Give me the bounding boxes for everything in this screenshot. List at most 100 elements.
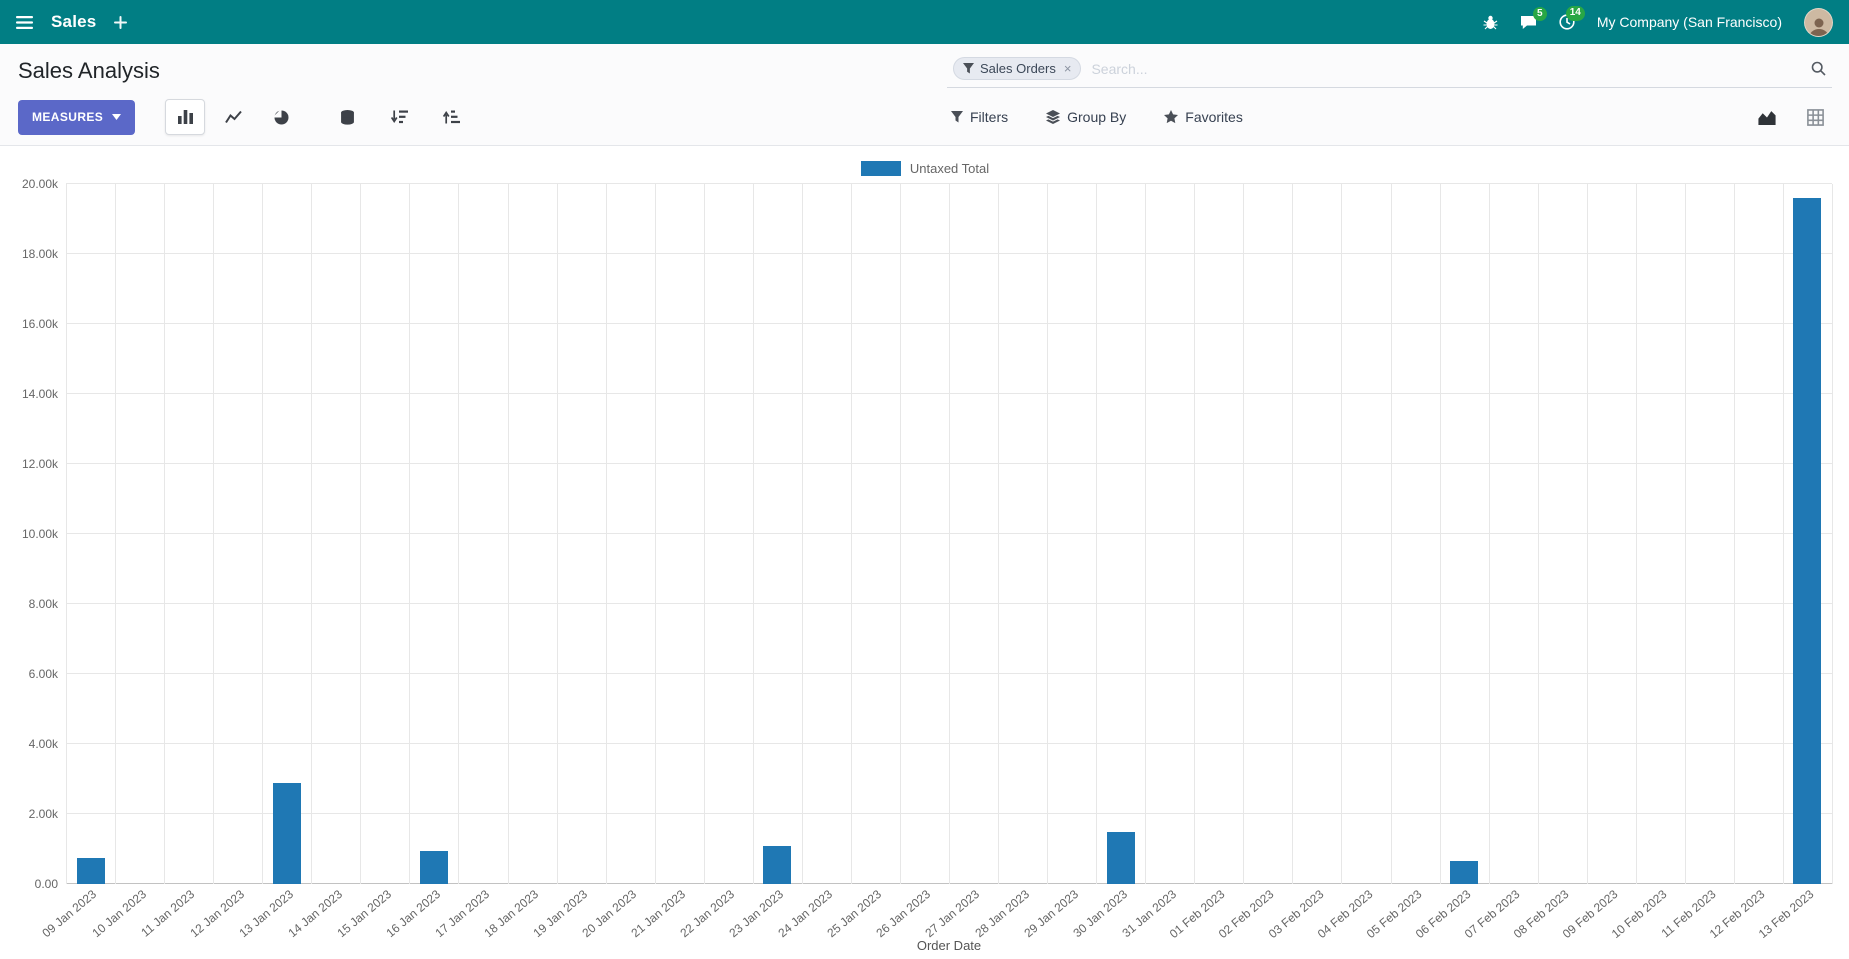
y-tick-label: 12.00k (21, 457, 58, 471)
gridline-vertical (1586, 184, 1588, 884)
gridline-vertical (605, 184, 607, 884)
legend-label: Untaxed Total (909, 160, 990, 176)
company-menu[interactable]: My Company (San Francisco) (1596, 14, 1782, 30)
filters-button[interactable]: Filters (947, 103, 1012, 131)
gridline-vertical (1292, 184, 1294, 884)
search-input[interactable] (1089, 59, 1803, 78)
chart: 0.00 2.00k 4.00k 6.00k 8.00k 10.00k 12.00k 14.0… (18, 177, 1833, 891)
y-tick-label: 18.00k (21, 247, 58, 261)
groupby-label: Group By (1067, 109, 1127, 125)
favorites-button[interactable]: Favorites (1160, 103, 1247, 131)
gridline-vertical (1684, 184, 1686, 884)
facet-remove-icon[interactable]: × (1063, 61, 1072, 76)
gridline-vertical (1194, 184, 1196, 884)
favorites-label: Favorites (1185, 109, 1243, 125)
gridline-vertical (1047, 184, 1049, 884)
graph-view-button[interactable] (1750, 102, 1784, 132)
bar-09-Jan-2023[interactable] (76, 857, 105, 884)
groupby-button[interactable]: Group By (1042, 103, 1130, 131)
bar-06-Feb-2023[interactable] (1450, 861, 1479, 884)
gridline-vertical (311, 184, 313, 884)
sort-desc-button[interactable] (379, 99, 419, 135)
top-navbar: Sales 5 14 My Company (San Francisco) (0, 0, 1849, 44)
bar-13-Jan-2023[interactable] (272, 782, 301, 884)
control-panel: Sales Analysis Sales Orders × MEASURES (0, 44, 1849, 146)
gridline-vertical (1782, 184, 1784, 884)
apps-menu-icon[interactable] (16, 15, 33, 29)
graph-view: Untaxed Total 0.00 2.00k 4.00k 6.00k 8.00k 10… (0, 146, 1849, 959)
gridline-vertical (801, 184, 803, 884)
gridline-vertical (409, 184, 411, 884)
search-bar[interactable]: Sales Orders × (947, 52, 1832, 88)
plot-area (66, 183, 1833, 884)
y-tick-label: 2.00k (28, 807, 58, 821)
messages-icon[interactable]: 5 (1520, 6, 1547, 30)
gridline-vertical (1488, 184, 1490, 884)
gridline-vertical (1390, 184, 1392, 884)
bug-icon[interactable] (1483, 15, 1498, 30)
search-facet[interactable]: Sales Orders × (953, 57, 1082, 80)
y-axis: 0.00 2.00k 4.00k 6.00k 8.00k 10.00k 12.00k 14.0… (18, 177, 66, 891)
y-tick-label: 20.00k (21, 177, 58, 191)
gridline-vertical (850, 184, 852, 884)
stacked-icon (340, 109, 354, 125)
gridline-vertical (703, 184, 705, 884)
legend-item[interactable]: Untaxed Total (18, 158, 1832, 178)
gridline-vertical (1537, 184, 1539, 884)
user-avatar[interactable] (1804, 7, 1833, 37)
bar-13-Feb-2023[interactable] (1793, 198, 1822, 884)
gridline-vertical (1096, 184, 1098, 884)
gridline-vertical (1635, 184, 1637, 884)
messages-badge: 5 (1532, 6, 1547, 21)
groupby-icon (1046, 110, 1061, 124)
filter-icon (963, 63, 974, 74)
pie-chart-icon (273, 109, 289, 124)
measures-button[interactable]: MEASURES (18, 99, 136, 135)
y-tick-label: 4.00k (28, 737, 58, 751)
gridline-vertical (1243, 184, 1245, 884)
line-chart-icon (224, 110, 242, 124)
search-icon[interactable] (1811, 61, 1826, 76)
y-tick-label: 8.00k (28, 597, 58, 611)
gridline-vertical (115, 184, 117, 884)
y-tick-label: 16.00k (21, 317, 58, 331)
gridline-vertical (1145, 184, 1147, 884)
gridline-vertical (1832, 184, 1833, 884)
pivot-view-button[interactable] (1798, 102, 1832, 132)
chevron-down-icon (112, 114, 122, 120)
gridline-vertical (262, 184, 264, 884)
search-facet-label: Sales Orders (980, 61, 1056, 76)
sort-desc-icon (390, 110, 408, 124)
page-title: Sales Analysis (18, 58, 160, 83)
gridline-vertical (899, 184, 901, 884)
bar-16-Jan-2023[interactable] (419, 850, 448, 884)
gridline-vertical (1439, 184, 1441, 884)
gridline-vertical (360, 184, 362, 884)
x-axis-title: Order Date (916, 938, 982, 953)
y-tick-label: 14.00k (21, 387, 58, 401)
gridline-vertical (1341, 184, 1343, 884)
bar-chart-button[interactable] (165, 99, 206, 135)
gridline-vertical (654, 184, 656, 884)
filter-icon (951, 111, 963, 123)
legend-swatch (860, 160, 901, 176)
stacked-toggle-button[interactable] (327, 99, 367, 135)
bar-23-Jan-2023[interactable] (763, 845, 792, 884)
filters-label: Filters (970, 109, 1009, 125)
gridline-vertical (164, 184, 166, 884)
graph-view-icon (1758, 110, 1776, 125)
plus-icon[interactable] (114, 15, 128, 29)
measures-label: MEASURES (32, 110, 104, 124)
pie-chart-button[interactable] (261, 99, 301, 135)
line-chart-button[interactable] (213, 99, 253, 135)
bar-30-Jan-2023[interactable] (1106, 831, 1135, 884)
gridline-vertical (949, 184, 950, 884)
app-name[interactable]: Sales (51, 12, 97, 31)
bar-chart-icon (177, 110, 193, 124)
gridline-vertical (556, 184, 558, 884)
sort-asc-button[interactable] (431, 99, 471, 135)
gridline-vertical (1733, 184, 1735, 884)
sort-asc-icon (442, 110, 460, 124)
activities-icon[interactable]: 14 (1559, 6, 1585, 30)
y-tick-label: 10.00k (21, 527, 58, 541)
